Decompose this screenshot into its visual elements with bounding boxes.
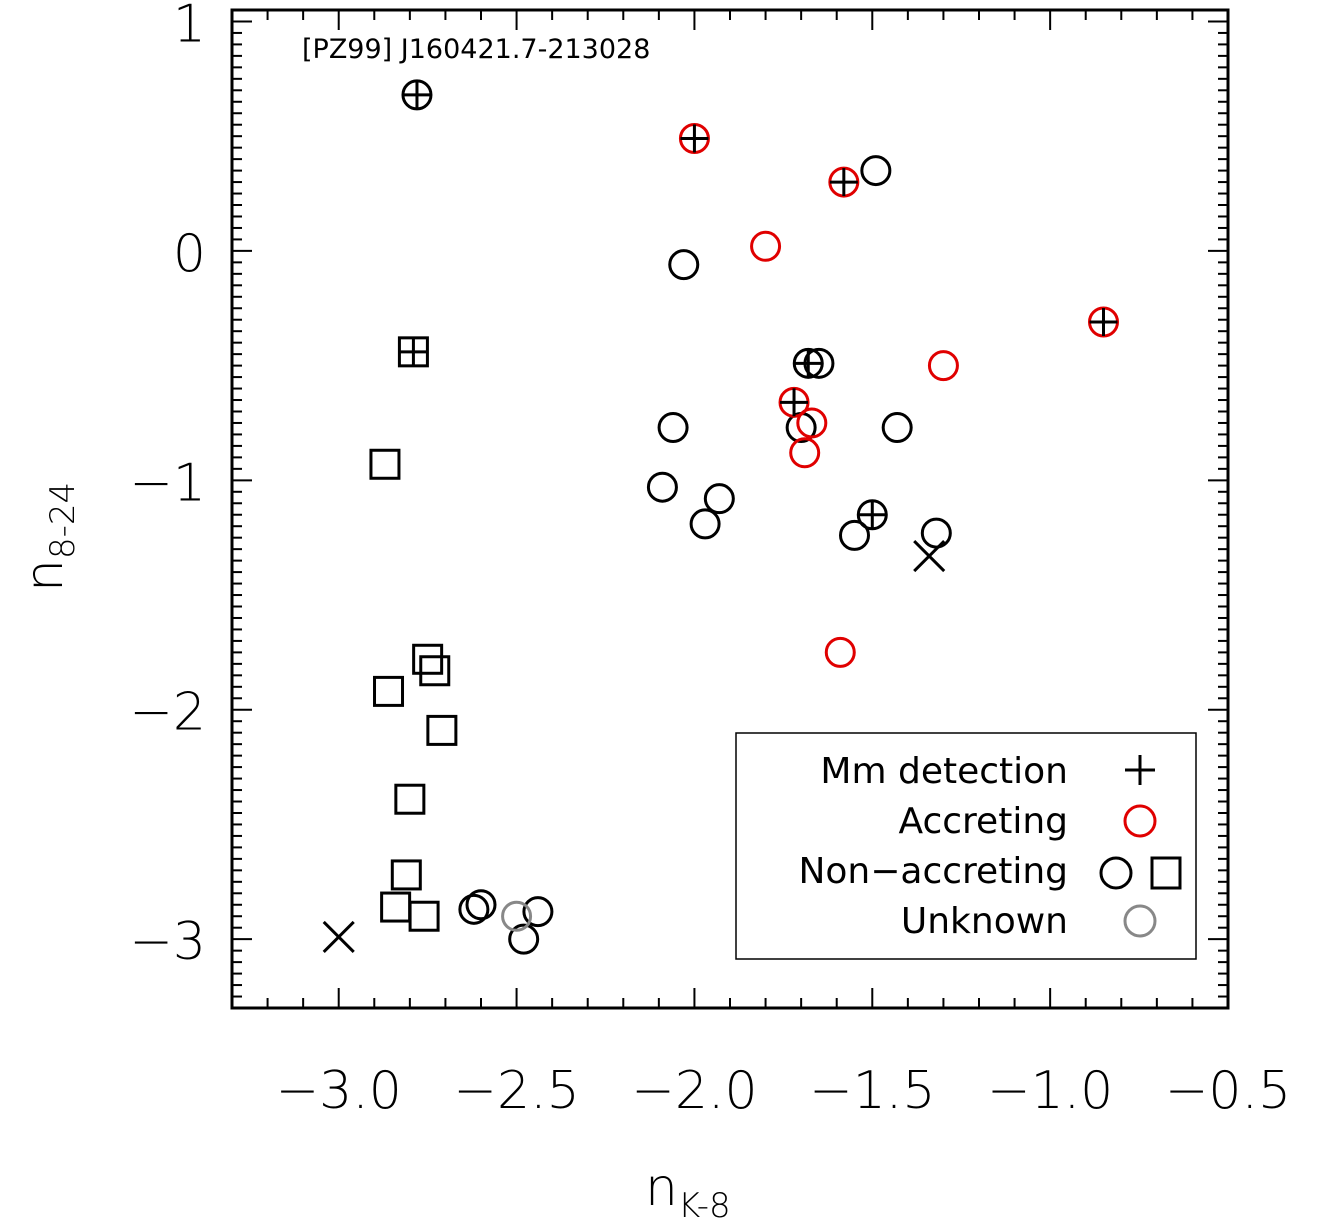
x-tick-label: −1.5 bbox=[809, 1061, 935, 1121]
point-non-accreting-circles bbox=[689, 508, 721, 540]
legend-symbol-unknown-circle bbox=[1123, 904, 1157, 938]
y-axis-title-main: n bbox=[15, 559, 75, 592]
legend-symbol-non-accreting-circle bbox=[1099, 856, 1133, 890]
chart-annotation: [PZ99] J160421.7-213028 bbox=[302, 34, 650, 65]
point-accreting bbox=[796, 407, 828, 439]
x-tick-label: −2.5 bbox=[453, 1061, 579, 1121]
point-non-accreting-squares bbox=[408, 900, 440, 932]
y-tick-label: −1 bbox=[129, 453, 206, 513]
y-tick-label: 1 bbox=[173, 0, 206, 54]
x-axis-title-sub: K-8 bbox=[678, 1186, 731, 1220]
y-tick-label: −2 bbox=[129, 683, 206, 743]
point-non-accreting-circles bbox=[646, 471, 678, 503]
plot-frame bbox=[230, 8, 1230, 1010]
point-non-accreting-circles bbox=[703, 483, 735, 515]
point-accreting bbox=[824, 636, 856, 668]
point-non-accreting-squares bbox=[394, 783, 426, 815]
x-tick-label: −3.0 bbox=[276, 1061, 402, 1121]
point-non-accreting-circles bbox=[657, 412, 689, 444]
point-non-accreting-circles bbox=[508, 923, 540, 955]
point-mm-detection bbox=[399, 337, 428, 366]
legend-label-unknown: Unknown bbox=[901, 901, 1068, 942]
point-non-accreting-squares bbox=[369, 448, 401, 480]
legend-symbol-non-accreting-square bbox=[1150, 856, 1182, 890]
point-other bbox=[322, 920, 355, 953]
point-non-accreting-circles bbox=[522, 896, 554, 928]
point-non-accreting-squares bbox=[412, 643, 444, 675]
point-non-accreting-circles bbox=[668, 249, 700, 281]
point-non-accreting-squares bbox=[380, 891, 412, 923]
point-mm-detection bbox=[829, 168, 858, 197]
y-axis-title-sub: 8-24 bbox=[43, 482, 83, 559]
point-mm-detection bbox=[680, 124, 709, 153]
legend-symbol-accreting-circle bbox=[1123, 804, 1157, 838]
legend: Mm detection Accreting Non−accreting Unk… bbox=[735, 732, 1197, 960]
y-tick-label: 0 bbox=[173, 224, 206, 284]
y-tick-label: −3 bbox=[129, 912, 206, 972]
point-non-accreting-squares bbox=[426, 714, 458, 746]
point-non-accreting-circles bbox=[839, 519, 870, 551]
point-non-accreting-circles bbox=[458, 893, 490, 925]
point-mm-detection bbox=[780, 388, 809, 417]
point-non-accreting-circles bbox=[465, 889, 497, 921]
point-accreting bbox=[789, 437, 821, 469]
point-non-accreting-squares bbox=[373, 675, 405, 707]
y-axis-title: n8-24 bbox=[15, 482, 83, 592]
point-non-accreting-circles bbox=[881, 412, 913, 444]
legend-label-mm-detection: Mm detection bbox=[820, 751, 1068, 792]
point-non-accreting-squares bbox=[419, 655, 451, 687]
point-non-accreting-squares bbox=[390, 859, 422, 891]
tick-labels: −3.0 −2.5 −2.0 −1.5 −1.0 −0.5 1 0 −1 −2 −3 bbox=[129, 0, 1291, 1121]
point-accreting bbox=[927, 350, 959, 382]
point-mm-detection bbox=[858, 500, 887, 529]
point-non-accreting-circles bbox=[860, 155, 892, 187]
point-non-accreting-circles bbox=[920, 517, 952, 549]
data-marks bbox=[322, 79, 1119, 955]
legend-box bbox=[735, 732, 1197, 960]
point-unknown bbox=[501, 900, 533, 932]
x-tick-label: −1.0 bbox=[987, 1061, 1113, 1121]
point-mm-detection bbox=[402, 80, 431, 109]
point-other bbox=[913, 539, 946, 573]
x-tick-label: −2.0 bbox=[631, 1061, 757, 1121]
point-mm-detection bbox=[1089, 308, 1118, 337]
legend-label-non-accreting: Non−accreting bbox=[798, 851, 1068, 892]
x-axis-title-main: n bbox=[645, 1158, 678, 1218]
x-axis-title: nK-8 bbox=[645, 1158, 731, 1220]
point-mm-detection bbox=[794, 349, 823, 378]
point-accreting bbox=[750, 230, 782, 262]
x-tick-label: −0.5 bbox=[1165, 1061, 1291, 1121]
legend-label-accreting: Accreting bbox=[898, 801, 1068, 842]
legend-symbol-plus bbox=[1125, 755, 1155, 785]
